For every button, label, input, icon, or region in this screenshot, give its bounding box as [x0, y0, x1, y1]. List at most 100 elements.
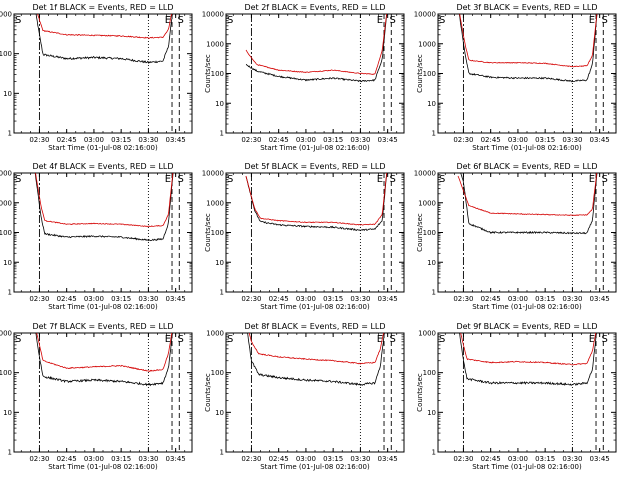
x-tick-label: 02:45 — [57, 136, 77, 144]
y-tick-label: 1000 — [0, 330, 12, 338]
x-tick-label: 03:45 — [590, 295, 610, 303]
x-tick-label: 03:30 — [562, 455, 582, 463]
y-axis-label: Counts/sec — [416, 373, 424, 412]
chart-panel-2: Det 2f BLACK = Events, RED = LLD 1 10 100 10… — [202, 3, 405, 152]
x-tick-label: 03:00 — [296, 455, 316, 463]
marker-s-3: S — [601, 15, 607, 26]
chart-panel-8: Det 8f BLACK = Events, RED = LLD 1 10 100 10… — [204, 322, 405, 471]
y-tick-label: 100 — [0, 369, 12, 377]
marker-s-1: S — [439, 334, 445, 345]
x-tick-label: 03:45 — [166, 136, 186, 144]
x-tick-label: 03:45 — [378, 455, 398, 463]
marker-s-1: S — [227, 174, 233, 185]
x-tick-label: 02:45 — [481, 136, 501, 144]
marker-s-3: S — [601, 174, 607, 185]
y-tick-label: 1 — [220, 449, 224, 457]
marker-e-2: E — [165, 15, 171, 26]
marker-s-1: S — [15, 174, 21, 185]
x-tick-label: 02:30 — [241, 136, 261, 144]
x-tick-label: 03:45 — [166, 455, 186, 463]
x-tick-label: 03:00 — [296, 136, 316, 144]
events-series-line — [245, 14, 388, 83]
chart-panel-5: Det 5f BLACK = Events, RED = LLD 1 10 100 10… — [202, 162, 405, 311]
events-series-line — [459, 333, 597, 387]
chart-title: Det 5f BLACK = Events, RED = LLD — [244, 162, 385, 171]
x-tick-label: 03:15 — [111, 136, 131, 144]
y-tick-label: 10000 — [414, 11, 436, 19]
x-tick-label: 03:15 — [323, 455, 343, 463]
chart-panel-4: Det 4f BLACK = Events, RED = LLD 1 10 100 10… — [0, 162, 193, 311]
chart-panel-3: Det 3f BLACK = Events, RED = LLD 1 10 100 10… — [414, 3, 617, 152]
x-tick-label: 03:15 — [111, 295, 131, 303]
y-tick-label: 10 — [3, 259, 12, 267]
lld-series-line — [457, 173, 598, 217]
x-tick-label: 03:15 — [535, 136, 555, 144]
x-tick-label: 03:15 — [535, 295, 555, 303]
x-tick-label: 02:30 — [453, 295, 473, 303]
lld-series-line — [36, 333, 173, 372]
marker-s-3: S — [601, 334, 607, 345]
plot-frame — [225, 172, 405, 293]
y-tick-label: 100 — [211, 369, 224, 377]
plot-frame — [225, 332, 405, 453]
marker-s-3: S — [389, 334, 395, 345]
chart-title: Det 9f BLACK = Events, RED = LLD — [456, 322, 597, 331]
marker-s-3: S — [177, 334, 183, 345]
x-axis-label: Start Time (01-Jul-08 02:16:00) — [48, 463, 158, 471]
marker-s-1: S — [15, 334, 21, 345]
chart-title: Det 3f BLACK = Events, RED = LLD — [456, 3, 597, 12]
x-axis-label: Start Time (01-Jul-08 02:16:00) — [472, 303, 582, 311]
x-axis-label: Start Time (01-Jul-08 02:16:00) — [472, 144, 582, 152]
x-tick-label: 02:45 — [269, 295, 289, 303]
x-tick-label: 03:15 — [535, 455, 555, 463]
lld-series-line — [37, 14, 172, 39]
chart-panel-1: Det 1f BLACK = Events, RED = LLD 1 10 100 10… — [0, 3, 193, 152]
y-tick-label: 10 — [215, 259, 224, 267]
x-tick-label: 02:30 — [241, 295, 261, 303]
marker-e-2: E — [377, 334, 383, 345]
x-tick-label: 03:30 — [350, 295, 370, 303]
x-tick-label: 03:30 — [350, 455, 370, 463]
x-tick-label: 03:30 — [562, 136, 582, 144]
lld-series-line — [35, 173, 174, 228]
y-tick-label: 100 — [0, 229, 12, 237]
marker-s-3: S — [177, 174, 183, 185]
x-axis-label: Start Time (01-Jul-08 02:16:00) — [472, 463, 582, 471]
events-series-line — [35, 14, 173, 64]
marker-e-2: E — [589, 15, 595, 26]
x-axis-label: Start Time (01-Jul-08 02:16:00) — [260, 463, 370, 471]
y-axis-label: Counts/sec — [416, 54, 424, 93]
x-tick-label: 02:45 — [269, 136, 289, 144]
chart-title: Det 8f BLACK = Events, RED = LLD — [244, 322, 385, 331]
y-tick-label: 1000 — [0, 11, 12, 19]
x-tick-label: 02:45 — [57, 295, 77, 303]
x-tick-label: 03:30 — [350, 136, 370, 144]
chart-title: Det 7f BLACK = Events, RED = LLD — [32, 322, 173, 331]
y-tick-label: 1000 — [206, 330, 224, 338]
marker-s-1: S — [15, 15, 21, 26]
x-tick-label: 03:00 — [84, 136, 104, 144]
marker-e-2: E — [165, 174, 171, 185]
x-tick-label: 02:45 — [57, 455, 77, 463]
marker-e-2: E — [589, 334, 595, 345]
x-axis-label: Start Time (01-Jul-08 02:16:00) — [48, 303, 158, 311]
y-tick-label: 1000 — [206, 40, 224, 48]
x-axis-label: Start Time (01-Jul-08 02:16:00) — [260, 303, 370, 311]
x-tick-label: 03:00 — [508, 136, 528, 144]
y-tick-label: 10 — [427, 259, 436, 267]
y-tick-label: 10000 — [414, 170, 436, 178]
x-tick-label: 02:30 — [241, 455, 261, 463]
lld-series-line — [459, 14, 598, 68]
chart-panel-6: Det 6f BLACK = Events, RED = LLD 1 10 100 10… — [414, 162, 617, 311]
y-tick-label: 10 — [427, 409, 436, 417]
x-tick-label: 03:45 — [378, 136, 398, 144]
y-tick-label: 1 — [220, 289, 224, 297]
marker-e-2: E — [589, 174, 595, 185]
lld-series-line — [245, 173, 388, 226]
y-tick-label: 10000 — [202, 11, 224, 19]
x-tick-label: 03:00 — [296, 295, 316, 303]
x-tick-label: 02:30 — [29, 295, 49, 303]
events-series-line — [34, 173, 174, 242]
x-axis-label: Start Time (01-Jul-08 02:16:00) — [48, 144, 158, 152]
y-axis-label: Counts/sec — [204, 373, 212, 412]
